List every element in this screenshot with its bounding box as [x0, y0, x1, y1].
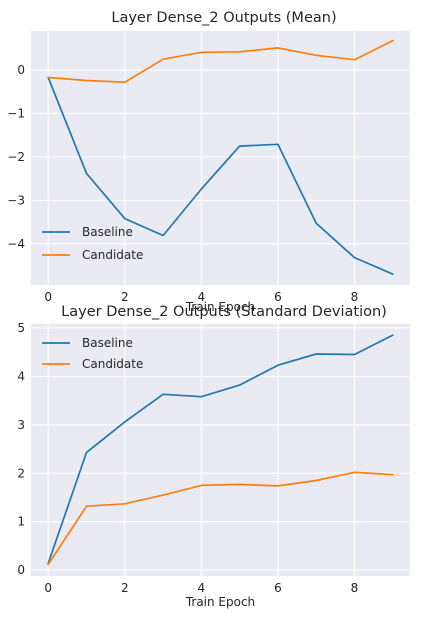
series-line-baseline: [47, 334, 394, 565]
y-tick-label: −3: [7, 193, 25, 207]
x-tick-label: 0: [44, 581, 52, 595]
legend-label: Candidate: [82, 248, 143, 262]
x-tick-label: 4: [198, 290, 206, 304]
chart-title: Layer Dense_2 Outputs (Standard Deviatio…: [61, 304, 387, 320]
plot-area: [31, 31, 410, 285]
y-tick-label: 2: [17, 466, 25, 480]
series-line-baseline: [47, 76, 394, 275]
y-tick-label: 0: [17, 563, 25, 577]
legend-label: Candidate: [82, 357, 143, 371]
std-chart: 0 2 4 6 8 0 1 2 3 4 5 Baseline Candidate Train Epoch L…: [17, 304, 410, 609]
y-tick-label: 3: [17, 418, 25, 432]
chart-title: Layer Dense_2 Outputs (Mean): [111, 10, 336, 26]
y-tick-label: −4: [7, 237, 25, 251]
y-tick-label: −1: [7, 106, 25, 120]
x-tick-label: 6: [274, 290, 282, 304]
legend-label: Baseline: [82, 225, 133, 239]
x-tick-label: 2: [121, 581, 129, 595]
x-tick-label: 8: [351, 581, 359, 595]
mean-chart: 0 2 4 6 8 −4 −3 −2 −1 0 Baseline Candidate Train Epo…: [7, 10, 410, 314]
y-tick-label: 1: [17, 515, 25, 529]
series-line-candidate: [47, 471, 394, 566]
x-tick-label: 2: [121, 290, 129, 304]
legend-label: Baseline: [82, 336, 133, 350]
x-tick-label: 8: [351, 290, 359, 304]
plot-area: [31, 324, 410, 576]
y-tick-label: −2: [7, 150, 25, 164]
y-tick-label: 5: [17, 321, 25, 335]
x-axis-label: Train Epoch: [185, 595, 255, 609]
y-tick-label: 4: [17, 369, 25, 383]
series-line-candidate: [47, 39, 394, 84]
x-tick-label: 6: [274, 581, 282, 595]
y-tick-label: 0: [17, 63, 25, 77]
x-axis-label: Train Epoch: [185, 300, 255, 314]
x-tick-label: 0: [44, 290, 52, 304]
x-tick-label: 4: [198, 581, 206, 595]
